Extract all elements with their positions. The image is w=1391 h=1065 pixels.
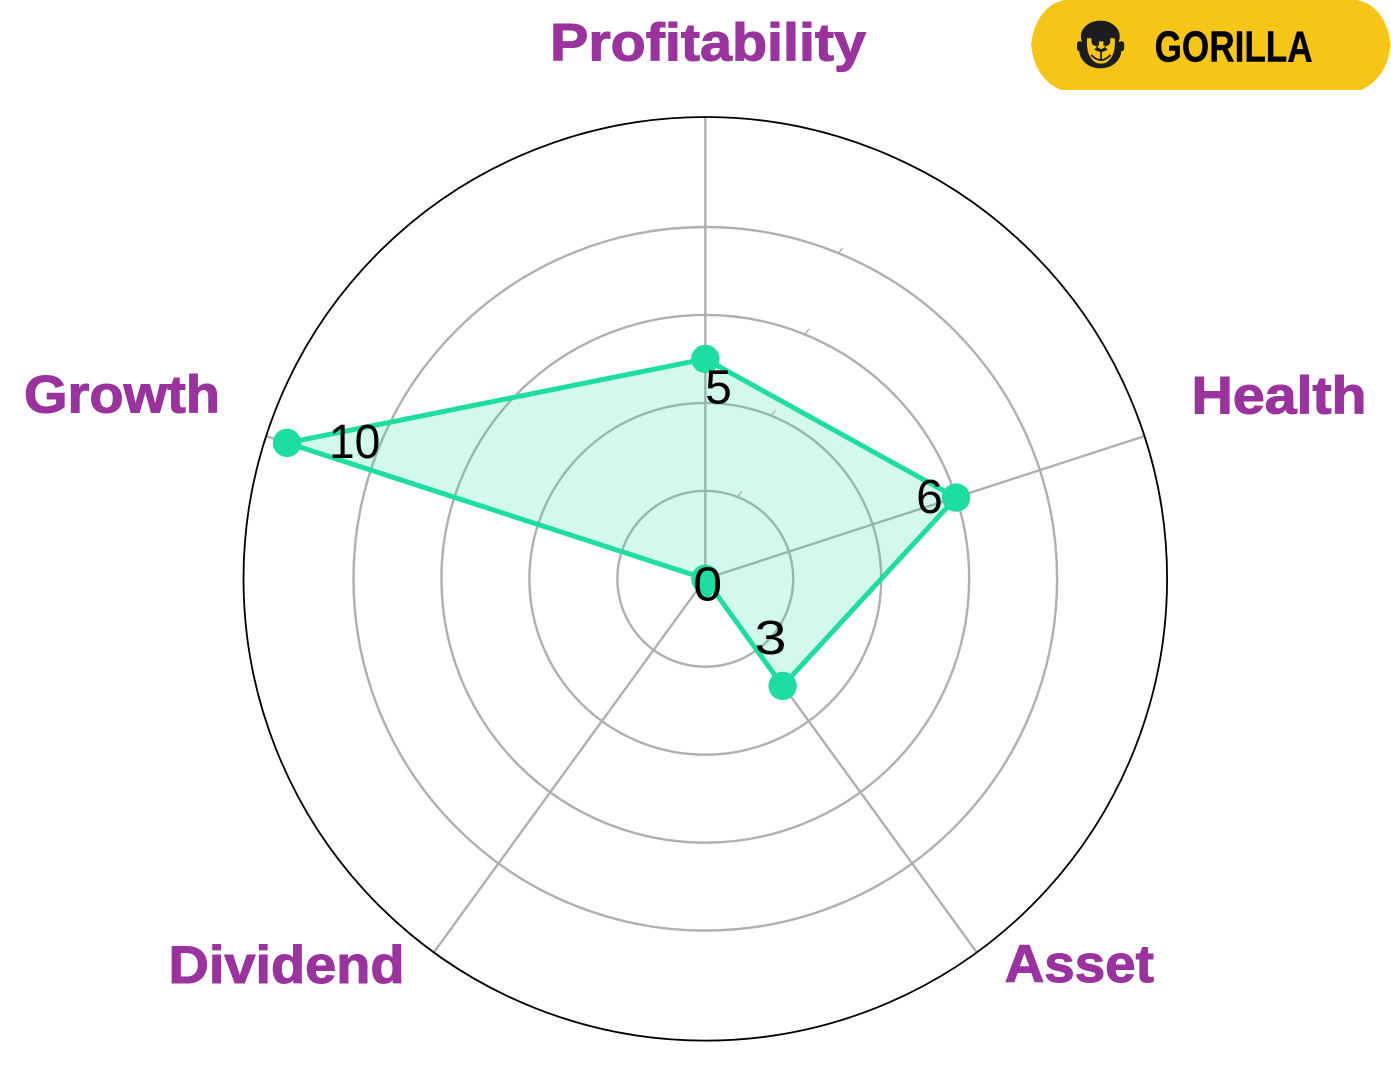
svg-text:10: 10 bbox=[329, 416, 380, 469]
svg-text:Dividend: Dividend bbox=[169, 936, 405, 995]
svg-text:Growth: Growth bbox=[24, 366, 220, 425]
svg-text:6: 6 bbox=[916, 471, 943, 524]
svg-text:Profitability: Profitability bbox=[550, 14, 867, 73]
svg-text:0: 0 bbox=[693, 558, 722, 611]
svg-text:GORILLA: GORILLA bbox=[1155, 22, 1313, 71]
svg-text:Health: Health bbox=[1192, 366, 1367, 425]
svg-text:3: 3 bbox=[755, 612, 787, 665]
svg-text:5: 5 bbox=[705, 362, 732, 415]
svg-text:Asset: Asset bbox=[1005, 935, 1154, 994]
